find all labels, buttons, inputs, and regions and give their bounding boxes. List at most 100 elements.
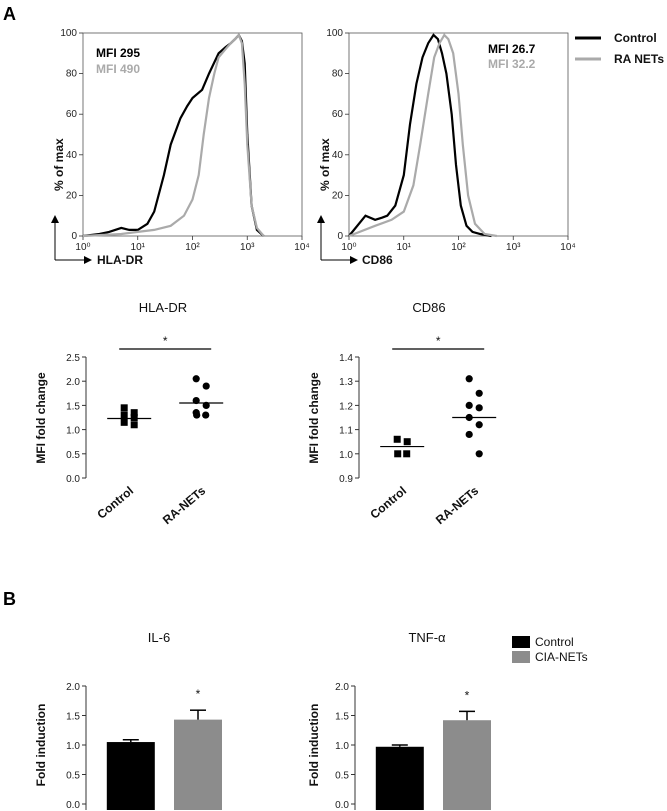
y-tick-label: 2.0 — [66, 682, 80, 693]
data-point-control — [120, 404, 128, 412]
y-tick-label: 1.4 — [339, 353, 353, 364]
legend-label-control: Control — [535, 635, 574, 649]
legend-swatch-control — [512, 636, 530, 648]
panel-label-a: A — [3, 4, 16, 24]
y-tick-label: 1.0 — [335, 741, 349, 752]
x-tick-label: 10³ — [240, 242, 255, 253]
mfi-control: MFI 26.7 — [488, 42, 536, 56]
data-point-control — [394, 450, 402, 458]
y-tick-label: 1.3 — [339, 377, 353, 388]
significance-star: * — [436, 334, 441, 348]
y-tick-label: 80 — [332, 69, 344, 80]
y-tick-label: 20 — [66, 190, 78, 201]
x-tick-label: 10⁴ — [294, 242, 309, 253]
bar-chart-tnf: TNF-α 0.0 0.5 1.0 1.5 2.0 * Fold induction — [307, 630, 491, 811]
x-tick-label: 10⁴ — [560, 242, 575, 253]
bar-control — [106, 742, 155, 810]
data-point-ra-nets — [475, 450, 483, 458]
y-axis-label: MFI fold change — [307, 372, 321, 464]
series-line-ra-nets — [82, 32, 265, 238]
y-tick-label: 1.0 — [339, 450, 353, 461]
y-tick-label: 20 — [332, 190, 344, 201]
y-tick-label: 0 — [337, 231, 343, 242]
x-tick-label: 10³ — [506, 242, 521, 253]
data-point-ra-nets — [202, 411, 210, 419]
data-point-ra-nets — [193, 411, 201, 419]
x-axis-label: HLA-DR — [97, 253, 143, 267]
data-point-ra-nets — [465, 430, 473, 439]
y-tick-label: 40 — [66, 150, 78, 161]
data-point-control — [120, 418, 128, 426]
y-tick-label: 2.0 — [66, 377, 80, 388]
y-tick-label: 0.5 — [66, 450, 80, 461]
x-arrow-head — [84, 256, 92, 264]
y-arrow-head — [317, 215, 325, 223]
y-tick-label: 1.0 — [66, 741, 80, 752]
chart-title: IL-6 — [148, 630, 170, 645]
y-axis-label: MFI fold change — [34, 372, 48, 464]
legend-swatch-cia-nets — [512, 651, 530, 663]
data-point-ra-nets — [202, 382, 210, 390]
significance-star: * — [163, 334, 168, 348]
y-axis-label: Fold induction — [307, 704, 321, 787]
significance-star: * — [465, 688, 470, 702]
y-tick-label: 60 — [66, 109, 78, 120]
y-axis-label: % of max — [318, 138, 332, 191]
data-point-control — [130, 414, 138, 421]
y-tick-label: 60 — [332, 109, 344, 120]
series-line-control — [348, 33, 492, 238]
series-line-control — [82, 33, 265, 238]
legend-b: Control CIA-NETs — [512, 635, 588, 664]
data-point-control — [130, 421, 138, 429]
data-point-control — [120, 411, 128, 419]
y-tick-label: 80 — [66, 69, 78, 80]
x-axis-label: CD86 — [362, 253, 393, 267]
chart-title: CD86 — [412, 300, 445, 315]
data-point-control — [393, 435, 401, 443]
histogram-cd86: 0 20 40 60 80 100 10⁰ 10¹ 10² 10³ 10⁴ MFI 26.7 MF… — [317, 28, 576, 267]
bar-cia-nets — [174, 719, 222, 810]
data-point-ra-nets — [475, 389, 483, 397]
data-point-control — [130, 409, 138, 417]
data-point-ra-nets — [202, 401, 210, 409]
x-tick-label: 10¹ — [397, 242, 412, 253]
x-arrow-head — [350, 256, 358, 264]
y-tick-label: 2.0 — [335, 682, 349, 693]
data-point-ra-nets — [475, 404, 483, 412]
mfi-treated: MFI 32.2 — [488, 57, 536, 71]
legend-label-cia-nets: CIA-NETs — [535, 650, 588, 664]
y-arrow-head — [51, 215, 59, 223]
data-point-ra-nets — [465, 401, 473, 409]
y-tick-label: 40 — [332, 150, 344, 161]
y-tick-label: 0.0 — [66, 474, 80, 485]
x-tick-label: 10² — [451, 242, 466, 253]
mfi-control: MFI 295 — [96, 46, 140, 60]
data-point-ra-nets — [465, 375, 473, 383]
panel-label-b: B — [3, 589, 16, 609]
y-tick-label: 1.0 — [66, 426, 80, 437]
histogram-hla-dr: 0 20 40 60 80 100 10⁰ 10¹ 10² 10³ 10⁴ MFI 295 MFI… — [51, 28, 310, 267]
data-point-ra-nets — [192, 375, 200, 383]
y-tick-label: 1.5 — [66, 712, 80, 723]
bar-chart-il6: IL-6 0.0 0.5 1.0 1.5 2.0 * Fold induction — [34, 630, 222, 811]
data-point-control — [403, 438, 411, 446]
y-tick-label: 0.5 — [335, 771, 349, 782]
x-tick-label: 10² — [185, 242, 200, 253]
x-tick-label: 10⁰ — [341, 242, 356, 253]
y-tick-label: 100 — [326, 28, 343, 39]
y-axis-label: % of max — [52, 138, 66, 191]
legend-label-ra-nets: RA NETs — [614, 52, 664, 66]
y-tick-label: 0.5 — [66, 771, 80, 782]
y-tick-label: 0.0 — [335, 800, 349, 811]
x-tick-label: 10⁰ — [75, 242, 90, 253]
y-tick-label: 2.5 — [66, 353, 80, 364]
series-line-ra-nets — [348, 33, 497, 238]
y-tick-label: 1.2 — [339, 401, 353, 412]
chart-title: HLA-DR — [139, 300, 187, 315]
significance-star: * — [196, 687, 201, 701]
data-point-ra-nets — [192, 396, 200, 405]
y-tick-label: 1.5 — [335, 712, 349, 723]
y-tick-label: 0.9 — [339, 474, 353, 485]
